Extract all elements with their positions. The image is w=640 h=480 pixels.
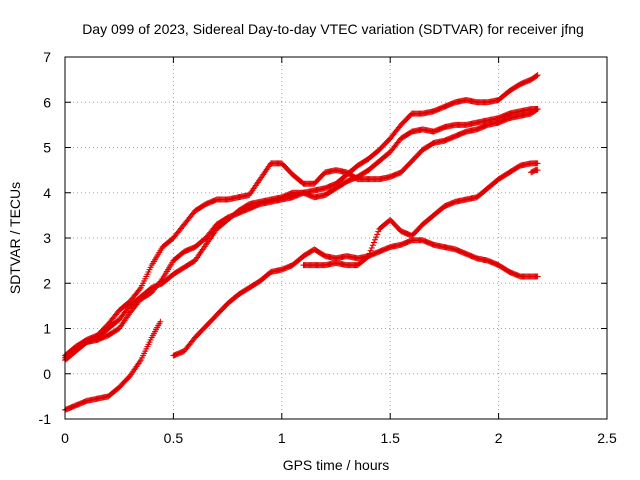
y-tick-label: 0	[43, 366, 51, 382]
data-point	[533, 106, 540, 113]
data-point	[374, 231, 381, 238]
data-point	[533, 72, 540, 79]
series-track-2	[62, 106, 541, 359]
x-tick-label: 1	[278, 430, 286, 446]
series-track-5	[170, 160, 541, 359]
data-point	[372, 236, 379, 243]
chart-title: Day 099 of 2023, Sidereal Day-to-day VTE…	[82, 21, 584, 37]
data-point	[368, 244, 375, 251]
data-point	[534, 273, 541, 280]
y-tick-label: 4	[43, 185, 51, 201]
y-tick-label: 6	[43, 94, 51, 110]
y-tick-label: 5	[43, 140, 51, 156]
data-point	[534, 72, 541, 79]
data-markers	[62, 72, 541, 413]
x-tick-label: 0	[61, 430, 69, 446]
series-track-3	[62, 72, 541, 361]
series-track-6	[300, 237, 541, 280]
axis-ticks: 0 0.5 1 1.5 2 2.5 -1 0 1 2 3 4 5 6 7	[39, 49, 617, 446]
data-point	[534, 106, 541, 113]
y-tick-label: 3	[43, 230, 51, 246]
data-point	[375, 228, 382, 235]
data-point	[373, 234, 380, 241]
x-axis-label: GPS time / hours	[283, 457, 390, 473]
y-tick-label: 2	[43, 275, 51, 291]
series-track-1	[62, 106, 541, 364]
data-point	[136, 286, 143, 293]
x-tick-label: 2	[495, 430, 503, 446]
y-tick-label: -1	[39, 411, 52, 427]
x-tick-label: 1.5	[380, 430, 400, 446]
data-point	[370, 239, 377, 246]
y-tick-label: 1	[43, 321, 51, 337]
data-point	[534, 160, 541, 167]
y-tick-label: 7	[43, 49, 51, 65]
series-track-4	[62, 318, 164, 413]
x-tick-label: 0.5	[164, 430, 184, 446]
series-track-7	[528, 167, 541, 176]
data-point	[157, 318, 164, 325]
x-tick-label: 2.5	[597, 430, 617, 446]
data-point	[158, 277, 165, 284]
data-point	[369, 242, 376, 249]
data-point	[534, 167, 541, 174]
y-axis-label: SDTVAR / TECUs	[7, 182, 23, 294]
